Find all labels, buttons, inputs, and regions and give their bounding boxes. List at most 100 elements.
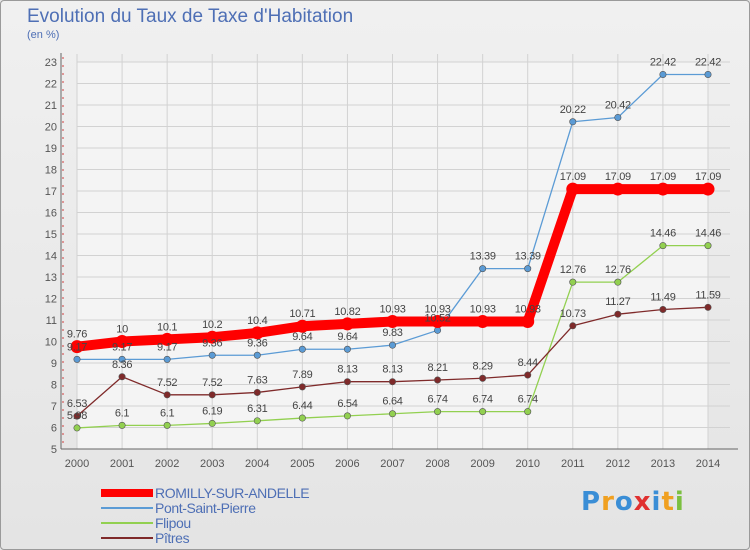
logo-letter: t (661, 487, 675, 517)
data-point (73, 412, 81, 420)
y-tick-label: 23 (45, 57, 57, 69)
data-point (163, 355, 171, 363)
x-tick-label: 2001 (110, 458, 134, 470)
logo-letter: x (633, 487, 652, 517)
data-point (115, 335, 129, 348)
data-point (250, 326, 264, 340)
data-label: 9.83 (382, 327, 402, 339)
logo-letter: i (651, 487, 662, 517)
data-label: 12.76 (605, 264, 631, 276)
y-tick-label: 20 (45, 122, 57, 134)
data-point (208, 351, 216, 359)
legend-item: Flipou (101, 515, 309, 531)
y-tick-label: 14 (45, 251, 57, 263)
data-label: 9.36 (247, 337, 267, 349)
x-tick-label: 2014 (696, 458, 720, 470)
data-label: 5.98 (67, 410, 87, 422)
data-label: 10.93 (470, 304, 496, 316)
data-point (163, 421, 171, 429)
y-tick-label: 18 (45, 165, 57, 177)
data-label: 14.46 (695, 228, 721, 240)
data-point (118, 355, 126, 363)
data-point (343, 378, 351, 386)
data-label: 10.2 (202, 319, 222, 331)
data-label: 6.74 (473, 394, 493, 406)
data-point (659, 242, 667, 250)
data-label: 17.09 (650, 171, 676, 183)
data-point (434, 408, 442, 416)
y-tick-label: 22 (45, 79, 57, 91)
data-point (614, 113, 622, 121)
data-label: 14.46 (650, 228, 676, 240)
data-label: 12.76 (560, 264, 586, 276)
data-label: 10.73 (560, 308, 586, 320)
data-label: 11.27 (605, 296, 630, 308)
data-label: 6.74 (518, 394, 538, 406)
data-point (343, 345, 351, 353)
legend-swatch (101, 521, 153, 524)
data-label: 7.63 (247, 374, 267, 386)
y-tick-label: 5 (51, 444, 57, 456)
data-label: 13.39 (470, 251, 496, 263)
data-point (524, 408, 532, 416)
data-label: 13.39 (515, 251, 541, 263)
data-point (479, 265, 487, 273)
y-tick-label: 11 (46, 315, 57, 327)
x-tick-label: 2011 (561, 458, 585, 470)
legend-label: Pîtres (155, 529, 190, 546)
logo-letter: i (674, 487, 685, 517)
legend-item: ROMILLY-SUR-ANDELLE (101, 485, 310, 501)
data-label: 6.1 (160, 407, 175, 419)
x-tick-label: 2013 (651, 458, 675, 470)
data-point (208, 391, 216, 399)
x-tick-label: 2009 (470, 458, 494, 470)
data-label: 20.22 (560, 104, 586, 116)
legend-swatch (101, 506, 153, 509)
data-point (70, 340, 84, 354)
data-label: 22.42 (650, 56, 676, 68)
data-label: 6.1 (115, 407, 130, 419)
data-point (295, 319, 309, 333)
y-tick-label: 21 (45, 100, 57, 112)
data-point (569, 118, 577, 126)
data-point (659, 70, 667, 78)
data-point (434, 326, 442, 334)
data-point (701, 182, 715, 196)
data-point (434, 376, 442, 384)
proxiti-logo: Proxiti (581, 487, 685, 517)
data-label: 11.49 (650, 291, 675, 303)
data-point (118, 373, 126, 381)
data-point (388, 378, 396, 386)
data-point (431, 315, 445, 329)
data-label: 9.76 (67, 329, 87, 341)
data-point (611, 182, 625, 196)
data-point (479, 374, 487, 382)
data-point (524, 371, 532, 379)
data-point (208, 419, 216, 427)
data-point (476, 315, 490, 329)
data-point (614, 310, 622, 318)
data-point (569, 322, 577, 330)
data-label: 17.09 (605, 171, 631, 183)
data-point (205, 330, 219, 344)
legend-label: Pont-Saint-Pierre (155, 499, 256, 516)
legend-swatch (101, 536, 153, 539)
data-label: 17.09 (560, 171, 586, 183)
data-label: 9.17 (112, 341, 132, 353)
data-label: 9.64 (292, 331, 312, 343)
data-point (388, 341, 396, 349)
data-label: 10.93 (379, 304, 405, 316)
y-tick-label: 10 (45, 337, 57, 349)
data-label: 9.17 (67, 341, 87, 353)
data-label: 8.13 (382, 364, 402, 376)
data-label: 10.4 (247, 315, 267, 327)
data-label: 11.59 (695, 289, 720, 301)
x-tick-label: 2007 (380, 458, 404, 470)
data-label: 7.89 (292, 369, 312, 381)
legend-swatch (101, 488, 153, 497)
data-point (298, 414, 306, 422)
logo-letter: o (614, 487, 634, 517)
x-tick-label: 2000 (65, 458, 89, 470)
